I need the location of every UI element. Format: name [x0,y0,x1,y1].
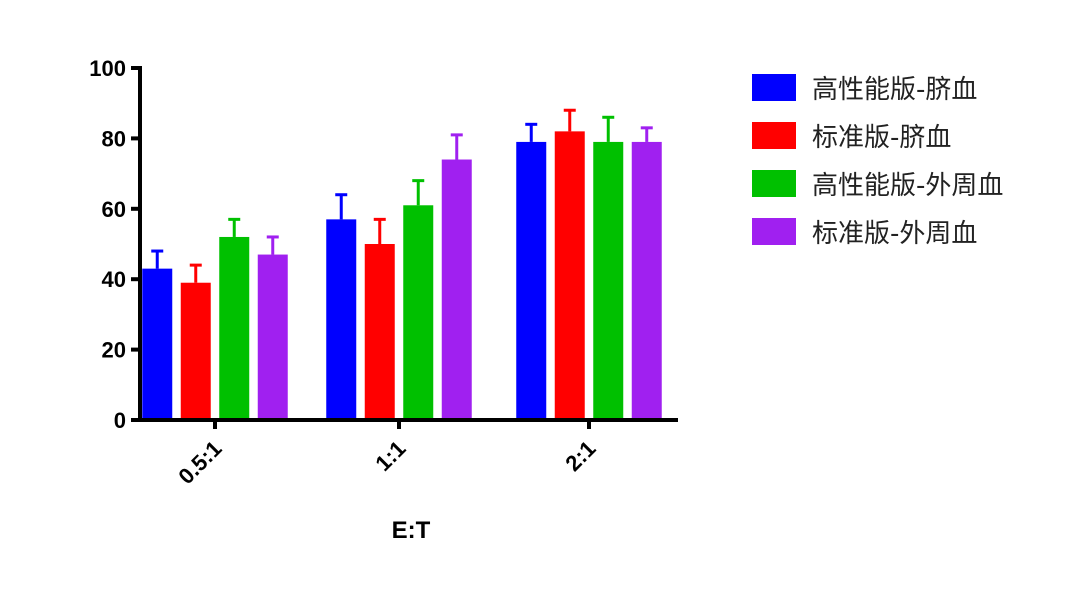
y-tick-label-0: 0 [114,408,126,433]
bar-2-3 [554,131,585,421]
x-tick-label-3: 2:1 [560,436,600,476]
y-tick-label-60: 60 [102,197,126,222]
axes [131,66,678,429]
legend-label-4: 标准版-外周血 [812,219,977,249]
bars-layer [142,131,662,421]
bar-4-2 [441,159,472,420]
legend-label-2: 标准版-脐血 [812,123,951,153]
x-tick-label-1: 0.5:1 [173,436,226,489]
bar-2-1 [180,282,211,420]
bar-4-3 [631,141,662,421]
bar-1-1 [142,268,173,420]
bar-1-3 [516,141,547,421]
legend-label-3: 高性能版-外周血 [812,171,1003,201]
y-tick-label-100: 100 [89,56,126,81]
bar-4-1 [257,254,288,420]
legend-label-1: 高性能版-脐血 [812,75,977,105]
legend-swatch-1 [752,74,796,101]
y-tick-label-40: 40 [102,267,126,292]
legend-swatch-3 [752,170,796,197]
legend-swatch-2 [752,122,796,149]
bar-3-1 [219,236,250,420]
y-tick-label-80: 80 [102,126,126,151]
legend-swatch-4 [752,218,796,245]
bar-3-3 [593,141,624,421]
bar-3-2 [403,205,434,420]
x-axis-title: E:T [392,517,431,544]
bar-1-2 [326,219,357,420]
y-tick-label-20: 20 [102,338,126,363]
y-tick-labels: 0 20 40 60 80 100 [89,56,126,433]
bar-2-2 [364,244,395,420]
x-tick-label-2: 1:1 [370,436,410,476]
error-bars-layer [151,108,653,283]
x-tick-labels: 0.5:1 1:1 2:1 [173,436,600,489]
